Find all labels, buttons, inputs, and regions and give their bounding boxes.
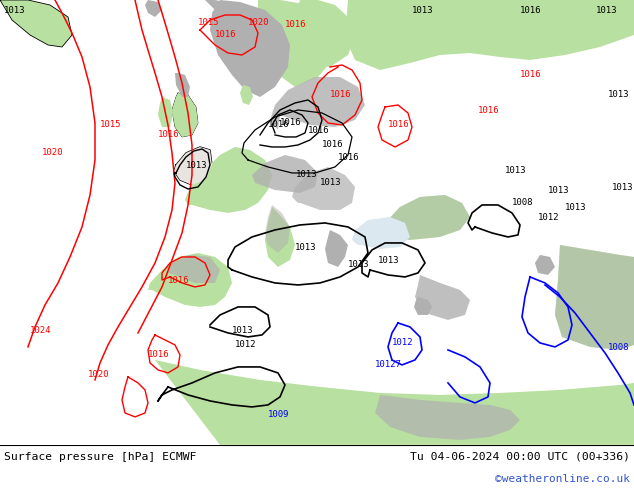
Text: 1016: 1016 <box>388 120 410 129</box>
Polygon shape <box>535 255 555 275</box>
Polygon shape <box>555 245 634 350</box>
Text: 1024: 1024 <box>30 326 51 335</box>
Text: 1013: 1013 <box>612 183 633 192</box>
Text: 1013: 1013 <box>565 203 586 212</box>
Text: 1013: 1013 <box>596 6 618 15</box>
Text: 1016: 1016 <box>322 140 344 149</box>
Text: 1016: 1016 <box>168 276 190 285</box>
Text: 1013: 1013 <box>505 166 526 175</box>
Polygon shape <box>185 147 272 213</box>
Text: 1013: 1013 <box>186 161 207 170</box>
Text: 1016: 1016 <box>268 120 290 129</box>
Polygon shape <box>290 0 355 67</box>
Text: 1012: 1012 <box>235 340 257 349</box>
Text: 1020: 1020 <box>248 18 269 27</box>
Polygon shape <box>414 297 432 315</box>
Text: Tu 04-06-2024 00:00 UTC (00+336): Tu 04-06-2024 00:00 UTC (00+336) <box>410 452 630 462</box>
Polygon shape <box>375 395 520 440</box>
Polygon shape <box>148 253 232 307</box>
Polygon shape <box>265 205 290 253</box>
Polygon shape <box>158 97 173 127</box>
Text: 1016: 1016 <box>285 20 306 29</box>
Polygon shape <box>265 207 295 267</box>
Polygon shape <box>155 360 634 445</box>
Text: 1016: 1016 <box>520 6 541 15</box>
Text: 1009: 1009 <box>268 410 290 419</box>
Text: 1016: 1016 <box>215 30 236 39</box>
Text: 1015: 1015 <box>198 18 219 27</box>
Polygon shape <box>172 93 198 137</box>
Polygon shape <box>292 167 355 210</box>
Text: 1016: 1016 <box>330 90 351 99</box>
Text: 1016: 1016 <box>280 118 302 127</box>
Polygon shape <box>415 275 470 320</box>
Polygon shape <box>145 0 162 17</box>
Text: 1013: 1013 <box>320 178 342 187</box>
Text: 1013: 1013 <box>348 260 370 269</box>
Text: 1013: 1013 <box>378 256 399 265</box>
Polygon shape <box>345 0 634 70</box>
Polygon shape <box>258 0 340 87</box>
Polygon shape <box>378 195 470 240</box>
Polygon shape <box>240 85 253 105</box>
Text: 1016: 1016 <box>520 70 541 79</box>
Polygon shape <box>270 77 365 130</box>
Text: 1016: 1016 <box>478 106 500 115</box>
Text: 1012: 1012 <box>538 213 559 222</box>
Text: 1013: 1013 <box>548 186 569 195</box>
Text: 1020: 1020 <box>88 370 110 379</box>
Polygon shape <box>205 0 258 50</box>
Text: 1020: 1020 <box>42 148 63 157</box>
Polygon shape <box>210 0 290 97</box>
Polygon shape <box>174 147 212 185</box>
Text: 1016: 1016 <box>158 130 179 139</box>
Text: 1012: 1012 <box>392 338 413 347</box>
Text: 1016: 1016 <box>308 126 330 135</box>
Polygon shape <box>352 217 410 249</box>
Text: 1013: 1013 <box>4 6 25 15</box>
Text: 1013: 1013 <box>608 90 630 99</box>
Polygon shape <box>252 155 318 193</box>
Text: 1013: 1013 <box>412 6 434 15</box>
Text: Surface pressure [hPa] ECMWF: Surface pressure [hPa] ECMWF <box>4 452 197 462</box>
Text: 1008: 1008 <box>608 343 630 352</box>
Polygon shape <box>0 0 72 47</box>
Text: 1013: 1013 <box>295 243 316 252</box>
Text: 1013: 1013 <box>232 326 254 335</box>
Polygon shape <box>175 73 190 97</box>
Text: 1016: 1016 <box>338 153 359 162</box>
Polygon shape <box>378 195 470 240</box>
Text: ©weatheronline.co.uk: ©weatheronline.co.uk <box>495 474 630 484</box>
Text: 1008: 1008 <box>512 198 533 207</box>
Text: 1013: 1013 <box>296 170 318 179</box>
Text: 10127: 10127 <box>375 360 402 369</box>
Polygon shape <box>168 255 220 283</box>
Polygon shape <box>325 230 348 267</box>
Text: 1015: 1015 <box>100 120 122 129</box>
Polygon shape <box>555 245 634 350</box>
Text: 1016: 1016 <box>148 350 169 359</box>
